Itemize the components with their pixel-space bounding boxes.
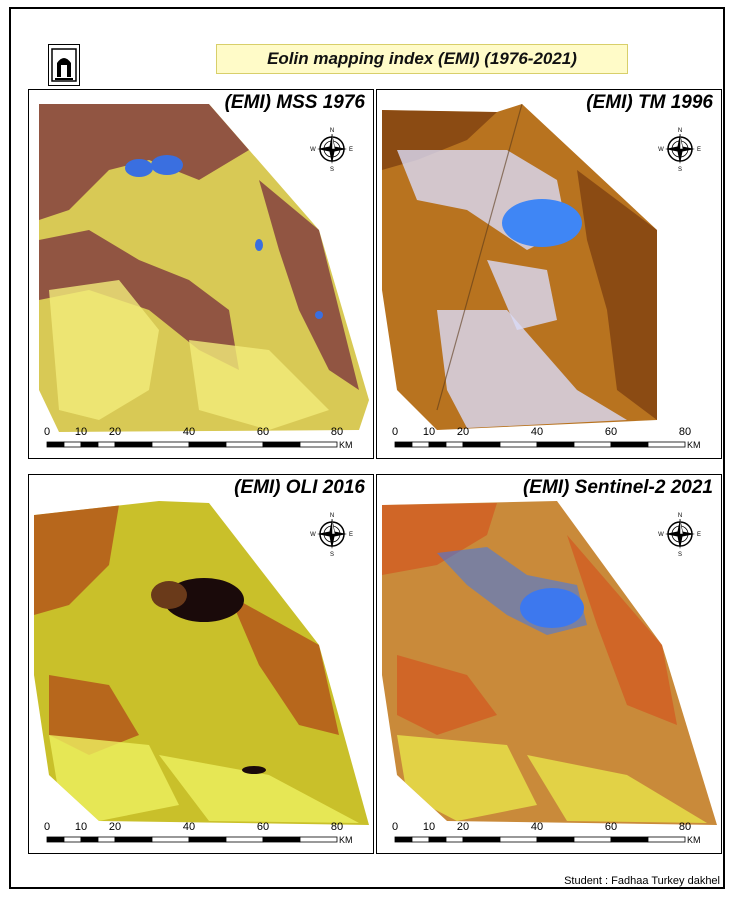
satellite-image-mss-1976: [39, 104, 369, 432]
scale-tick-label: 80: [330, 426, 344, 438]
scale-bar: 0 10 20 40 60 80 KM: [43, 821, 363, 851]
compass-label-n: N: [678, 128, 682, 134]
scale-bar: 0 10 20 40 60 80 KM: [391, 426, 711, 456]
scale-tick-label: 80: [330, 821, 344, 833]
compass-label-w: W: [658, 147, 664, 153]
compass-label-e: E: [697, 147, 701, 153]
scale-tick-label: 60: [604, 426, 618, 438]
compass-label-s: S: [330, 552, 334, 557]
scale-unit-label: KM: [339, 835, 353, 845]
map-panel-tm-1996: (EMI) TM 1996 N S E W 0 10 20 40 60 80 KM: [376, 89, 722, 459]
compass-label-n: N: [330, 128, 334, 134]
north-arrow-compass-icon: N S E W: [657, 126, 703, 173]
compass-label-s: S: [678, 167, 682, 172]
scale-tick-label: 10: [422, 821, 436, 833]
compass-label-s: S: [330, 167, 334, 172]
scale-unit-label: KM: [687, 835, 701, 845]
scale-tick-label: 80: [678, 821, 692, 833]
scale-tick-label: 80: [678, 426, 692, 438]
scale-tick-label: 10: [74, 426, 88, 438]
scale-tick-label: 20: [456, 821, 470, 833]
panel-title: (EMI) MSS 1976: [224, 92, 365, 113]
student-credit: Student : Fadhaa Turkey dakhel: [564, 875, 720, 887]
satellite-image-sentinel-2-2021: [382, 501, 717, 825]
scale-unit-label: KM: [687, 440, 701, 450]
university-logo: [48, 44, 80, 86]
scale-tick-label: 20: [108, 426, 122, 438]
map-panel-sentinel-2-2021: (EMI) Sentinel-2 2021 N S E W 0 10 20 40 60 80 KM: [376, 474, 722, 854]
panel-title: (EMI) OLI 2016: [234, 477, 365, 498]
scale-tick-label: 60: [604, 821, 618, 833]
map-panel-mss-1976: (EMI) MSS 1976 N S E W 0 10 20 40 60 80 KM: [28, 89, 374, 459]
scale-tick-label: 40: [530, 821, 544, 833]
compass-label-e: E: [697, 532, 701, 538]
scale-tick-label: 10: [74, 821, 88, 833]
compass-label-s: S: [678, 552, 682, 557]
compass-label-w: W: [310, 147, 316, 153]
scale-tick-label: 60: [256, 426, 270, 438]
scale-tick-label: 0: [43, 426, 51, 438]
scale-tick-label: 40: [530, 426, 544, 438]
compass-label-w: W: [658, 532, 664, 538]
scale-tick-label: 20: [456, 426, 470, 438]
north-arrow-compass-icon: N S E W: [309, 511, 355, 558]
scale-tick-label: 0: [391, 426, 399, 438]
compass-label-n: N: [678, 513, 682, 519]
north-arrow-compass-icon: N S E W: [657, 511, 703, 558]
compass-label-e: E: [349, 147, 353, 153]
map-title: Eolin mapping index (EMI) (1976-2021): [216, 44, 628, 74]
map-panel-oli-2016: (EMI) OLI 2016 N S E W 0 10 20 40 60 80 KM: [28, 474, 374, 854]
scale-bar: 0 10 20 40 60 80 KM: [391, 821, 711, 851]
satellite-image-tm-1996: [382, 104, 657, 430]
north-arrow-compass-icon: N S E W: [309, 126, 355, 173]
satellite-image-oli-2016: [34, 501, 369, 825]
compass-label-n: N: [330, 513, 334, 519]
panel-title: (EMI) Sentinel-2 2021: [522, 477, 713, 498]
scale-tick-label: 0: [43, 821, 51, 833]
scale-tick-label: 40: [182, 426, 196, 438]
scale-tick-label: 10: [422, 426, 436, 438]
scale-bar: 0 10 20 40 60 80 KM: [43, 426, 363, 456]
compass-label-e: E: [349, 532, 353, 538]
scale-unit-label: KM: [339, 440, 353, 450]
scale-tick-label: 0: [391, 821, 399, 833]
scale-tick-label: 20: [108, 821, 122, 833]
compass-label-w: W: [310, 532, 316, 538]
scale-tick-label: 60: [256, 821, 270, 833]
scale-tick-label: 40: [182, 821, 196, 833]
panel-title: (EMI) TM 1996: [586, 92, 713, 113]
